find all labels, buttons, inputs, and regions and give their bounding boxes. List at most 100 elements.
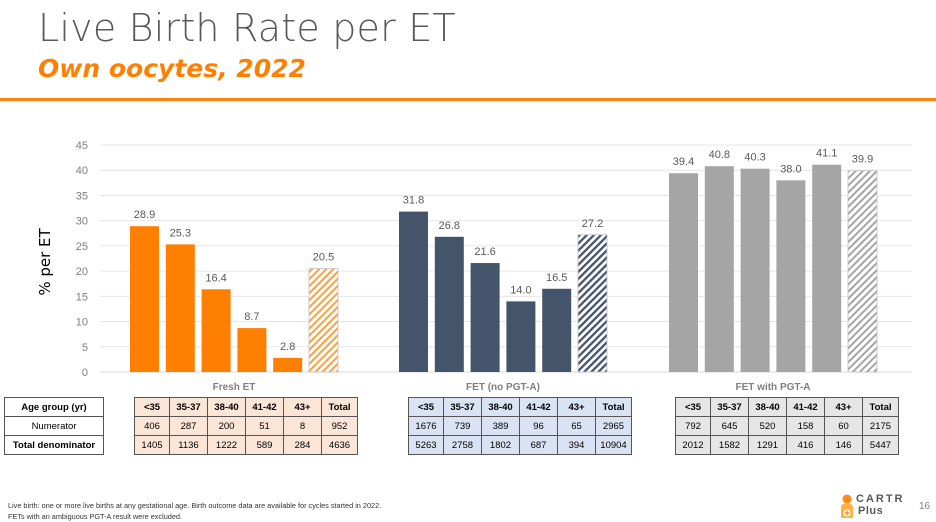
bar-total xyxy=(847,170,878,373)
data-label: 39.9 xyxy=(852,154,873,166)
data-label: 16.4 xyxy=(205,272,226,284)
bar-total xyxy=(308,268,339,373)
data-label: 26.8 xyxy=(439,220,460,232)
denominator-cell: 2012 xyxy=(675,435,711,455)
data-label: 31.8 xyxy=(403,195,424,207)
y-tick-label: 25 xyxy=(76,241,88,253)
cartr-plus-logo: CARTR Plus xyxy=(838,492,910,520)
bar-chart: 0 5 10 15 20 25 30 35 40 45 28.9 25.3 16.4 8.7 2.8 20.… xyxy=(36,140,912,393)
denominator-cell: 1405 xyxy=(134,435,170,455)
numerator-cell: 96 xyxy=(519,416,558,436)
denominator-cell: 589 xyxy=(245,435,284,455)
data-label: 41.1 xyxy=(816,148,837,160)
numerator-cell: 952 xyxy=(321,416,358,436)
data-label: 40.3 xyxy=(744,152,765,164)
group-label: FET with PGT-A xyxy=(736,382,811,393)
numerator-cell: 2965 xyxy=(595,416,632,436)
denominator-cell: 4636 xyxy=(321,435,358,455)
bar-age-group xyxy=(165,244,195,372)
data-label: 21.6 xyxy=(474,246,495,258)
header-cell: 43+ xyxy=(824,397,863,417)
row-header-table: Age group (yr) Numerator Total denominat… xyxy=(4,397,104,455)
header-cell: 41-42 xyxy=(519,397,558,417)
bar-age-group xyxy=(434,236,464,372)
denominator-cell: 1582 xyxy=(710,435,749,455)
bar-age-group xyxy=(237,328,267,372)
y-tick-label: 0 xyxy=(82,367,88,379)
group-label: Fresh ET xyxy=(213,382,256,393)
denominator-cell: 1136 xyxy=(169,435,208,455)
numerator-cell: 65 xyxy=(557,416,596,436)
numerator-cell: 200 xyxy=(207,416,246,436)
data-label: 27.2 xyxy=(582,218,603,230)
group-labels: Fresh ET FET (no PGT-A) FET with PGT-A xyxy=(213,382,811,393)
denominator-cell: 1222 xyxy=(207,435,246,455)
numerator-cell: 1676 xyxy=(408,416,444,436)
header-cell: 35-37 xyxy=(443,397,482,417)
data-label: 20.5 xyxy=(313,252,334,264)
numerator-cell: 2175 xyxy=(862,416,899,436)
data-label: 8.7 xyxy=(244,311,259,323)
y-tick-label: 45 xyxy=(76,140,88,152)
denominator-cell: 1291 xyxy=(748,435,787,455)
header-cell: 35-37 xyxy=(169,397,208,417)
numerator-cell: 739 xyxy=(443,416,482,436)
row-header-denominator: Total denominator xyxy=(4,435,104,455)
numerator-cell: 287 xyxy=(169,416,208,436)
bar-total xyxy=(577,234,608,373)
row-header-numerator: Numerator xyxy=(4,416,104,436)
header-cell: 35-37 xyxy=(710,397,749,417)
denominator-cell: 284 xyxy=(283,435,322,455)
numerator-cell: 60 xyxy=(824,416,863,436)
header-cell: 43+ xyxy=(557,397,596,417)
bar-age-group xyxy=(669,173,698,372)
fet-pgta-table: <35 35-37 38-40 41-42 43+ Total 792 645 520 158 6… xyxy=(675,397,899,455)
bar-age-group xyxy=(201,289,231,372)
data-label: 39.4 xyxy=(673,156,694,168)
data-label: 14.0 xyxy=(510,284,531,296)
bar-age-group xyxy=(130,226,159,372)
data-label: 2.8 xyxy=(280,341,295,353)
footnote: Live birth: one or more live births at a… xyxy=(8,500,381,522)
fet-no-pgta-table: <35 35-37 38-40 41-42 43+ Total 1676 739 389 96 6… xyxy=(408,397,632,455)
bar-age-group xyxy=(273,357,303,372)
denominator-cell: 2758 xyxy=(443,435,482,455)
header-cell: 43+ xyxy=(283,397,322,417)
data-labels: 28.9 25.3 16.4 8.7 2.8 20.5 31.8 26.8 21.6 14.0 16… xyxy=(134,148,873,353)
title-divider xyxy=(0,98,936,101)
bar-age-group xyxy=(506,301,536,372)
y-tick-label: 10 xyxy=(76,317,88,329)
row-header-age: Age group (yr) xyxy=(4,397,104,417)
footnote-line-2: FETs with an ambiguous PGT-A result were… xyxy=(8,512,182,521)
numerator-cell: 158 xyxy=(786,416,825,436)
numerator-cell: 792 xyxy=(675,416,711,436)
bar-age-group xyxy=(470,263,500,372)
y-tick-label: 5 xyxy=(82,342,88,354)
bar-age-group xyxy=(399,211,428,372)
numerator-cell: 406 xyxy=(134,416,170,436)
bar-age-group xyxy=(542,288,572,372)
numerator-cell: 51 xyxy=(245,416,284,436)
y-tick-label: 20 xyxy=(76,266,88,278)
numerator-cell: 8 xyxy=(283,416,322,436)
data-label: 40.8 xyxy=(709,149,730,161)
numerator-cell: 520 xyxy=(748,416,787,436)
denominator-cell: 687 xyxy=(519,435,558,455)
logo-text-cartr: CARTR xyxy=(856,493,905,505)
bar-age-group xyxy=(704,166,734,372)
slide-subtitle: Own oocytes, 2022 xyxy=(38,54,306,83)
bar-age-group xyxy=(812,164,842,372)
person-plus-icon xyxy=(841,494,853,518)
header-cell: 41-42 xyxy=(786,397,825,417)
header-cell: 38-40 xyxy=(207,397,246,417)
denominator-cell: 1802 xyxy=(481,435,520,455)
bar-age-group xyxy=(740,168,770,372)
numerator-cell: 645 xyxy=(710,416,749,436)
denominator-cell: 416 xyxy=(786,435,825,455)
slide-title: Live Birth Rate per ET xyxy=(38,6,456,50)
page-number: 16 xyxy=(919,501,931,512)
fresh-et-table: <35 35-37 38-40 41-42 43+ Total 406 287 200 51 8 9… xyxy=(134,397,358,455)
denominator-cell: 394 xyxy=(557,435,596,455)
header-cell: Total xyxy=(321,397,358,417)
data-label: 28.9 xyxy=(134,209,155,221)
